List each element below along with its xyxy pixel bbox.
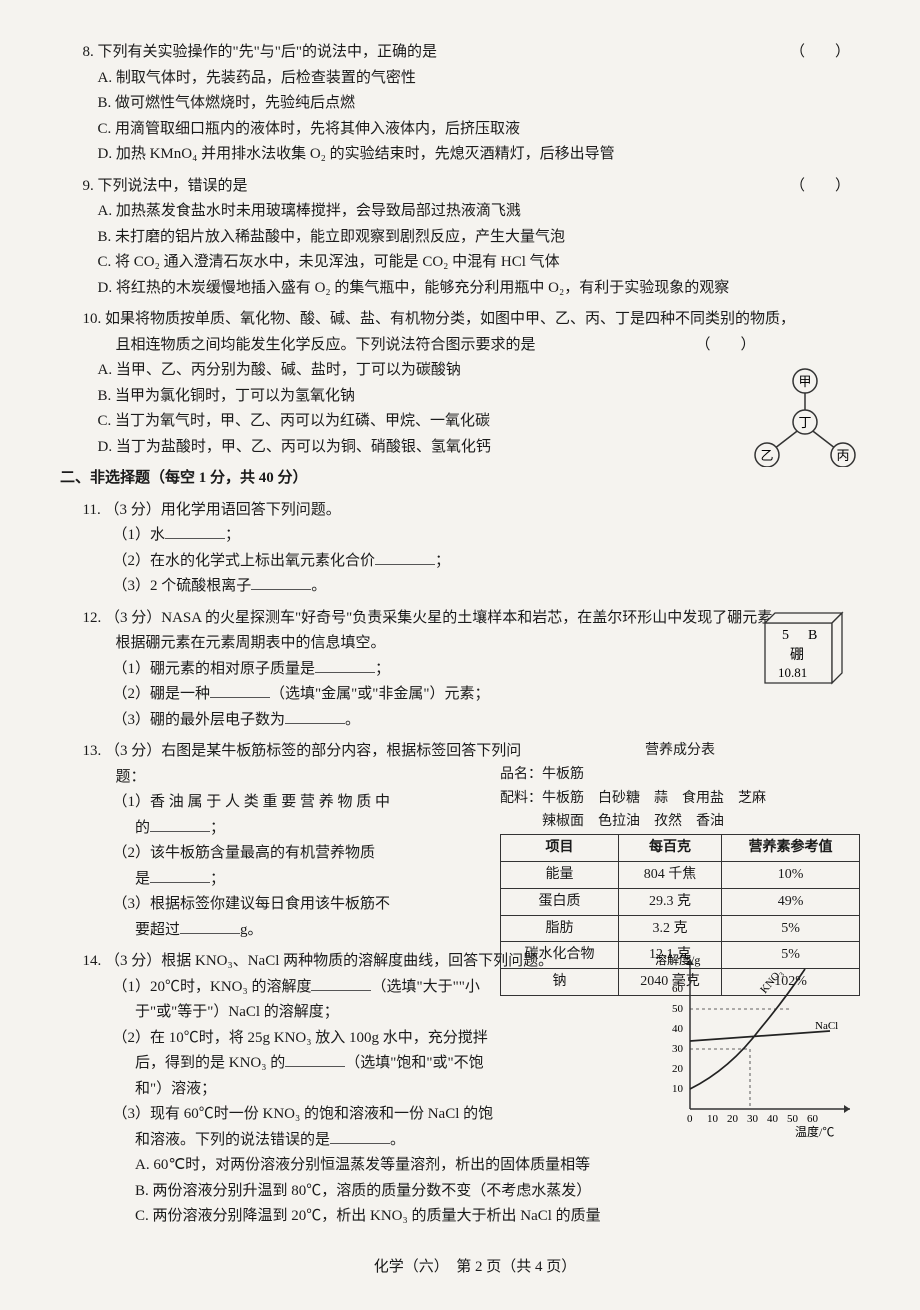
- svg-text:丁: 丁: [798, 415, 811, 430]
- question-12: 12. （3 分）NASA 的火星探测车"好奇号"负责采集火星的土壤样本和岩芯，…: [60, 606, 890, 734]
- blank: [180, 918, 240, 934]
- table-header-row: 项目 每百克 营养素参考值: [501, 835, 860, 862]
- solubility-chart: 溶解度/g 10 20 30 40 50 60 0 10 20 30 40 50…: [650, 949, 860, 1139]
- question-11: 11. （3 分）用化学用语回答下列问题。 （1）水； （2）在水的化学式上标出…: [60, 498, 890, 600]
- q14-stem: 14. （3 分）根据 KNO₃、NaCl 两种物质的溶解度曲线，回答下列问题。: [83, 949, 611, 975]
- svg-text:NaCl: NaCl: [815, 1020, 838, 1032]
- q14-num: 14.: [83, 953, 102, 969]
- q9-option-a: A. 加热蒸发食盐水时未用玻璃棒搅拌，会导致局部过热液滴飞溅: [60, 199, 890, 225]
- svg-text:20: 20: [727, 1113, 739, 1125]
- answer-paren: （ ）: [823, 40, 850, 66]
- blank: [315, 657, 375, 673]
- svg-text:10.81: 10.81: [778, 665, 807, 680]
- q13-sub3: （3）根据标签你建议每日食用该牛板筋不: [60, 892, 550, 918]
- q13-sub1: （1）香 油 属 于 人 类 重 要 营 养 物 质 中: [60, 790, 550, 816]
- q11-sub3: （3）2 个硫酸根离子。: [60, 574, 890, 600]
- svg-text:20: 20: [672, 1063, 684, 1075]
- q12-sub2: （2）硼是一种（选填"金属"或"非金属"）元素；: [60, 682, 890, 708]
- table-row: 蛋白质29.3 克49%: [501, 888, 860, 915]
- blank: [165, 523, 225, 539]
- q8-option-b: B. 做可燃性气体燃烧时，先验纯后点燃: [60, 91, 890, 117]
- q9-option-d: D. 将红热的木炭缓慢地插入盛有 O₂ 的集气瓶中，能够充分利用瓶中 O₂，有利…: [60, 276, 890, 302]
- q14-option-a: A. 60℃时，对两份溶液分别恒温蒸发等量溶剂，析出的固体质量相等: [60, 1153, 890, 1179]
- question-8: 8. 下列有关实验操作的"先"与"后"的说法中，正确的是（ ） A. 制取气体时…: [60, 40, 890, 168]
- q12-sub3: （3）硼的最外层电子数为。: [60, 708, 890, 734]
- page-footer: 化学（六） 第 2 页（共 4 页）: [60, 1255, 890, 1281]
- label-name: 品名：牛板筋: [500, 763, 860, 787]
- question-9: 9. 下列说法中，错误的是（ ） A. 加热蒸发食盐水时未用玻璃棒搅拌，会导致局…: [60, 174, 890, 302]
- answer-paren: （ ）: [728, 333, 755, 359]
- svg-text:B: B: [808, 628, 817, 643]
- q8-num: 8.: [83, 44, 94, 60]
- blank: [311, 975, 371, 991]
- q9-option-b: B. 未打磨的铝片放入稀盐酸中，能立即观察到剧烈反应，产生大量气泡: [60, 225, 890, 251]
- question-13: 13. （3 分）右图是某牛板筋标签的部分内容，根据标签回答下列问题： （1）香…: [60, 739, 890, 943]
- svg-text:乙: 乙: [760, 448, 773, 463]
- svg-text:60: 60: [672, 983, 684, 995]
- question-10: 10. 如果将物质按单质、氧化物、酸、碱、盐、有机物分类，如图中甲、乙、丙、丁是…: [60, 307, 890, 460]
- q12-element-box: 5 B 硼 10.81: [760, 611, 850, 686]
- q10-diagram: 甲 丁 乙 丙: [750, 367, 860, 467]
- svg-text:40: 40: [672, 1023, 684, 1035]
- svg-text:硼: 硼: [790, 648, 804, 663]
- q9-num: 9.: [83, 178, 94, 194]
- section-2-header: 二、非选择题（每空 1 分，共 40 分）: [60, 466, 890, 492]
- blank: [210, 682, 270, 698]
- q12-stem: 12. （3 分）NASA 的火星探测车"好奇号"负责采集火星的土壤样本和岩芯，…: [83, 606, 796, 657]
- q8-stem: 8. 下列有关实验操作的"先"与"后"的说法中，正确的是（ ）: [83, 40, 891, 66]
- nutrition-title: 营养成分表: [500, 739, 860, 763]
- svg-text:溶解度/g: 溶解度/g: [655, 952, 700, 967]
- q14-sub3: （3）现有 60℃时一份 KNO₃ 的饱和溶液和一份 NaCl 的饱: [60, 1102, 610, 1128]
- q13-num: 13.: [83, 743, 102, 759]
- table-row: 脂肪3.2 克5%: [501, 915, 860, 942]
- blank: [375, 549, 435, 565]
- svg-text:10: 10: [672, 1083, 684, 1095]
- svg-text:丙: 丙: [836, 448, 849, 463]
- blank: [251, 574, 311, 590]
- q14-sub2: （2）在 10℃时，将 25g KNO₃ 放入 100g 水中，充分搅拌: [60, 1026, 610, 1052]
- q11-num: 11.: [83, 502, 101, 518]
- svg-text:10: 10: [707, 1113, 719, 1125]
- question-14: 14. （3 分）根据 KNO₃、NaCl 两种物质的溶解度曲线，回答下列问题。…: [60, 949, 890, 1230]
- q14-option-b: B. 两份溶液分别升温到 80℃，溶质的质量分数不变（不考虑水蒸发）: [60, 1179, 890, 1205]
- blank: [330, 1128, 390, 1144]
- svg-text:5: 5: [782, 628, 789, 643]
- answer-paren: （ ）: [823, 174, 850, 200]
- svg-text:甲: 甲: [798, 374, 811, 389]
- q8-option-a: A. 制取气体时，先装药品，后检查装置的气密性: [60, 66, 890, 92]
- table-row: 能量804 千焦10%: [501, 861, 860, 888]
- blank: [285, 1051, 345, 1067]
- q13-stem: 13. （3 分）右图是某牛板筋标签的部分内容，根据标签回答下列问题：: [83, 739, 551, 790]
- q14-option-c: C. 两份溶液分别降温到 20℃，析出 KNO₃ 的质量大于析出 NaCl 的质…: [60, 1204, 890, 1230]
- svg-text:50: 50: [672, 1003, 684, 1015]
- q10-num: 10.: [83, 311, 102, 327]
- q12-num: 12.: [83, 610, 102, 626]
- q11-sub1: （1）水；: [60, 523, 890, 549]
- q9-stem: 9. 下列说法中，错误的是（ ）: [83, 174, 891, 200]
- q8-option-d: D. 加热 KMnO₄ 并用排水法收集 O₂ 的实验结束时，先熄灭酒精灯，后移出…: [60, 142, 890, 168]
- svg-text:KNO₃: KNO₃: [758, 967, 785, 996]
- svg-text:30: 30: [672, 1043, 684, 1055]
- label-ingredients: 配料：牛板筋 白砂糖 蒜 食用盐 芝麻: [500, 787, 860, 811]
- blank: [150, 816, 210, 832]
- svg-text:60: 60: [807, 1113, 819, 1125]
- q13-sub2: （2）该牛板筋含量最高的有机营养物质: [60, 841, 550, 867]
- blank: [150, 867, 210, 883]
- svg-text:40: 40: [767, 1113, 779, 1125]
- q9-option-c: C. 将 CO₂ 通入澄清石灰水中，未见浑浊，可能是 CO₂ 中混有 HCl 气…: [60, 250, 890, 276]
- q11-sub2: （2）在水的化学式上标出氧元素化合价；: [60, 549, 890, 575]
- q8-option-c: C. 用滴管取细口瓶内的液体时，先将其伸入液体内，后挤压取液: [60, 117, 890, 143]
- q14-sub1: （1）20℃时，KNO₃ 的溶解度（选填"大于""小: [60, 975, 610, 1001]
- q11-stem: 11. （3 分）用化学用语回答下列问题。: [83, 498, 891, 524]
- svg-text:50: 50: [787, 1113, 799, 1125]
- label-ingredients-2: 辣椒面 色拉油 孜然 香油: [500, 810, 860, 834]
- svg-text:30: 30: [747, 1113, 759, 1125]
- svg-text:温度/℃: 温度/℃: [795, 1124, 834, 1139]
- q10-stem: 10. 如果将物质按单质、氧化物、酸、碱、盐、有机物分类，如图中甲、乙、丙、丁是…: [83, 307, 796, 358]
- blank: [285, 708, 345, 724]
- svg-text:0: 0: [687, 1113, 693, 1125]
